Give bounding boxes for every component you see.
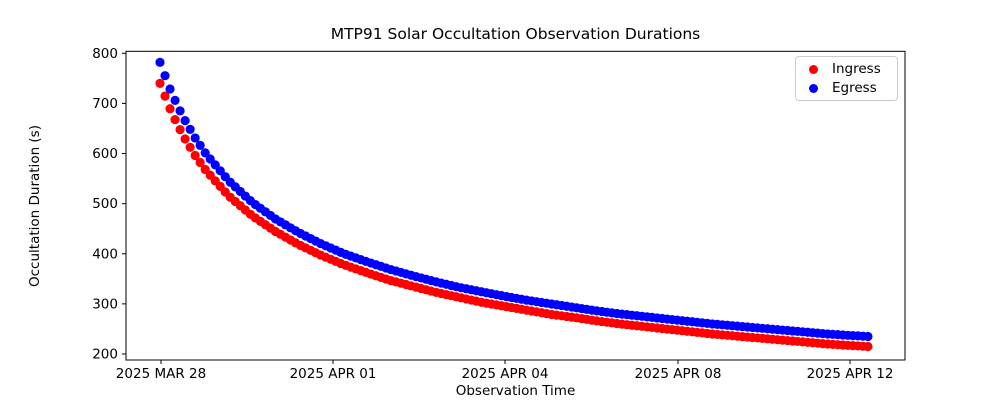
ingress-point bbox=[863, 341, 873, 352]
x-axis-label: Observation Time bbox=[455, 383, 576, 399]
egress-point bbox=[863, 331, 873, 342]
x-tick-label: 2025 APR 08 bbox=[635, 366, 722, 382]
ingress-point bbox=[160, 91, 170, 101]
egress-point bbox=[155, 57, 165, 67]
y-tick-label: 800 bbox=[92, 46, 118, 62]
y-tick-label: 200 bbox=[92, 347, 118, 363]
x-tick-label: 2025 APR 12 bbox=[807, 366, 894, 382]
y-tick-label: 500 bbox=[92, 196, 118, 212]
ingress-point bbox=[180, 134, 190, 144]
legend-label-egress: Egress bbox=[832, 79, 877, 96]
ingress-point bbox=[155, 78, 165, 88]
egress-point bbox=[185, 124, 195, 134]
egress-point bbox=[200, 148, 210, 158]
chart-title: MTP91 Solar Occultation Observation Dura… bbox=[330, 25, 701, 43]
ingress-point bbox=[165, 104, 175, 114]
ingress-point bbox=[185, 142, 195, 152]
ingress-point bbox=[170, 114, 180, 125]
legend-label-ingress: Ingress bbox=[832, 60, 881, 77]
egress-point bbox=[190, 133, 200, 143]
axes-spines bbox=[125, 50, 906, 361]
legend-item-egress: Egress bbox=[809, 79, 897, 96]
egress-point bbox=[195, 140, 205, 150]
egress-point bbox=[160, 71, 170, 81]
egress-point bbox=[170, 95, 180, 105]
x-tick-label: 2025 APR 01 bbox=[290, 366, 377, 382]
ingress-point bbox=[190, 150, 200, 161]
x-tick-label: 2025 APR 04 bbox=[462, 366, 549, 382]
y-tick-label: 400 bbox=[92, 246, 118, 262]
ingress-marker-icon bbox=[809, 64, 818, 74]
y-axis-label: Occultation Duration (s) bbox=[27, 125, 43, 287]
y-tick-label: 600 bbox=[92, 146, 118, 162]
legend-item-ingress: Ingress bbox=[809, 60, 897, 77]
ingress-point bbox=[175, 125, 185, 135]
ingress-point bbox=[195, 157, 205, 168]
x-tick-label: 2025 MAR 28 bbox=[116, 366, 206, 382]
y-tick-label: 700 bbox=[92, 96, 118, 112]
egress-point bbox=[165, 84, 175, 94]
legend: Ingress Egress bbox=[795, 56, 898, 101]
egress-point bbox=[180, 116, 190, 126]
y-tick-label: 300 bbox=[92, 296, 118, 312]
egress-marker-icon bbox=[809, 83, 818, 93]
egress-point bbox=[175, 106, 185, 116]
